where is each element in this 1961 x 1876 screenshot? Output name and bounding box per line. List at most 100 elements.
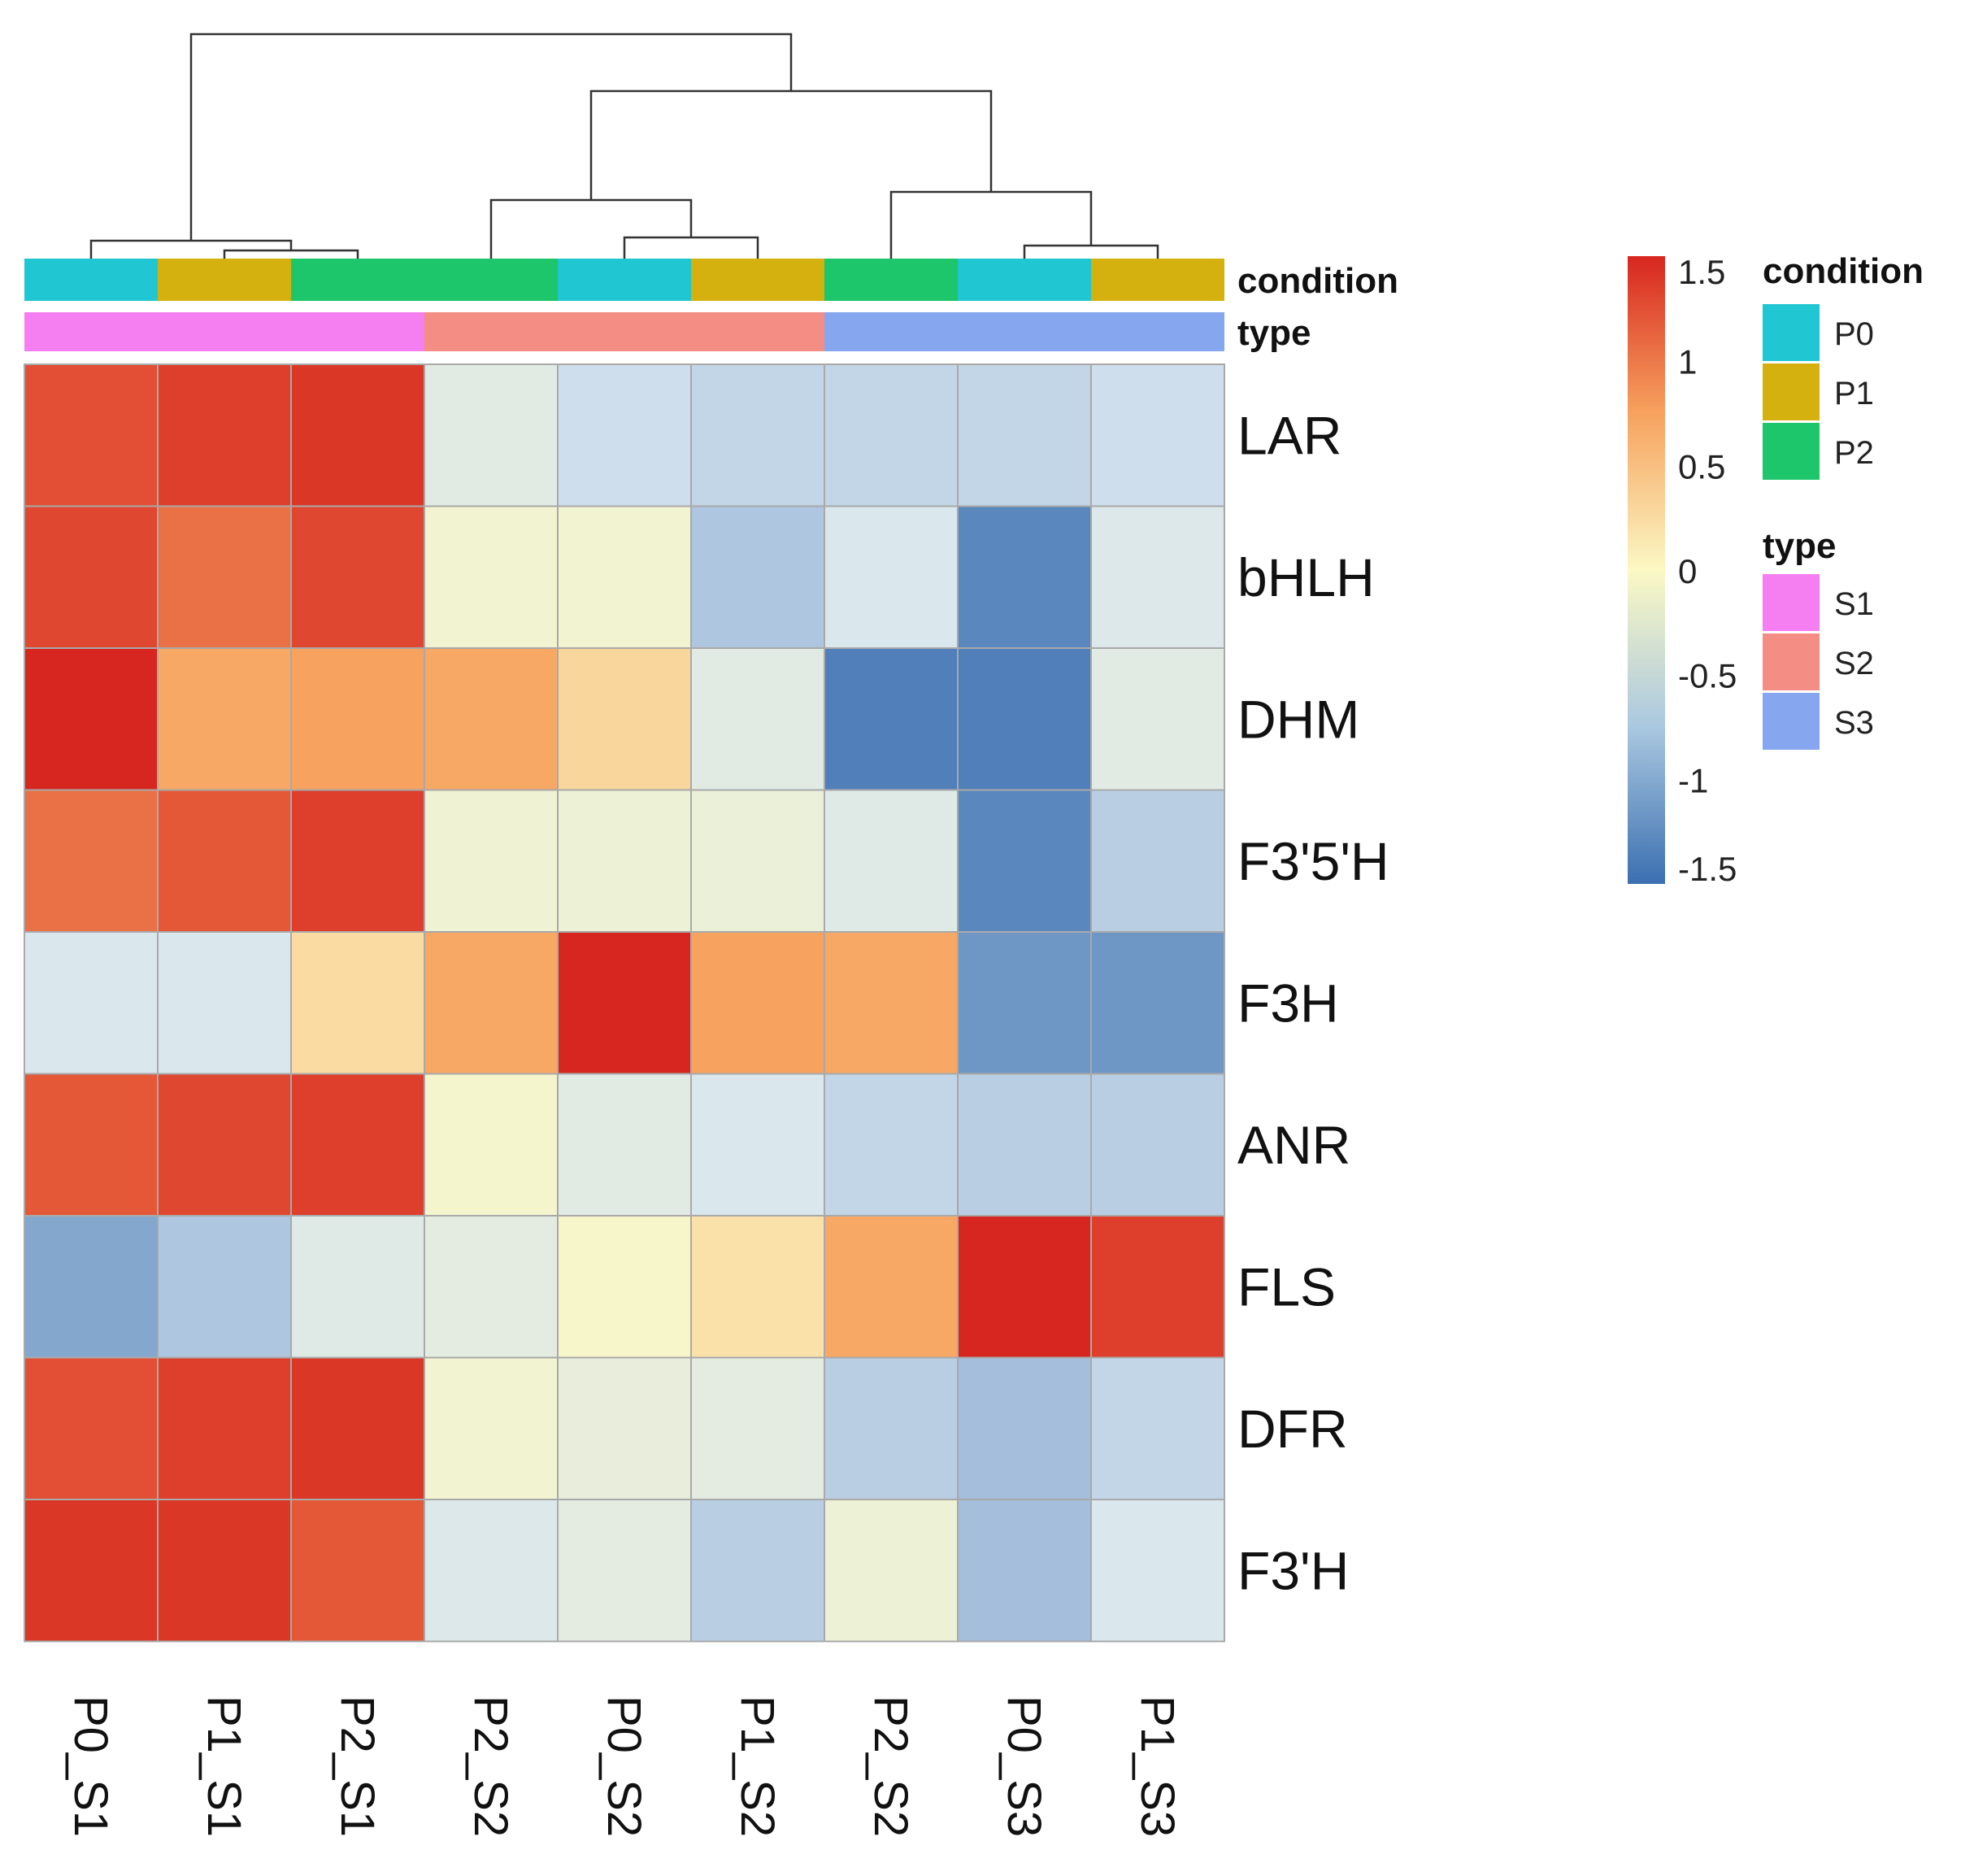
type-legend-swatch bbox=[1763, 633, 1820, 690]
column-label: P0_S2 bbox=[598, 1695, 650, 1837]
dendrogram-branch bbox=[1023, 244, 1159, 259]
heat-cell-7-6 bbox=[824, 1356, 959, 1500]
heat-cell-5-4 bbox=[557, 1073, 692, 1217]
color-scale-tick-label: -0.5 bbox=[1678, 657, 1737, 695]
condition-annotation-cell bbox=[824, 259, 958, 301]
heat-cell-0-8 bbox=[1090, 363, 1225, 507]
heat-cell-7-0 bbox=[24, 1356, 159, 1500]
heat-cell-5-1 bbox=[157, 1073, 292, 1217]
column-dendrogram bbox=[89, 33, 1159, 259]
heat-cell-2-4 bbox=[557, 647, 692, 791]
type-annotation-cell bbox=[558, 312, 691, 351]
condition-annotation-label: condition bbox=[1237, 261, 1398, 301]
heat-cell-6-1 bbox=[157, 1215, 292, 1359]
heat-cell-4-6 bbox=[824, 931, 959, 1075]
row-label: DHM bbox=[1237, 689, 1359, 749]
heat-cell-4-2 bbox=[290, 931, 425, 1075]
heat-cell-3-8 bbox=[1090, 789, 1225, 933]
heat-cell-0-5 bbox=[690, 363, 825, 507]
color-scale-tick-label: 0 bbox=[1678, 552, 1697, 590]
heat-cell-6-6 bbox=[824, 1215, 959, 1359]
heat-cell-1-8 bbox=[1090, 505, 1225, 649]
heat-cell-2-0 bbox=[24, 647, 159, 791]
heat-cell-3-5 bbox=[690, 789, 825, 933]
condition-legend-swatch bbox=[1763, 363, 1820, 420]
heat-cell-4-3 bbox=[424, 931, 559, 1075]
row-label: DFR bbox=[1237, 1399, 1348, 1459]
heat-cell-2-5 bbox=[690, 647, 825, 791]
type-legend-swatch bbox=[1763, 574, 1820, 631]
heat-cell-0-2 bbox=[290, 363, 425, 507]
heat-cell-7-2 bbox=[290, 1356, 425, 1500]
heat-cell-8-1 bbox=[157, 1499, 292, 1643]
heat-cell-8-6 bbox=[824, 1499, 959, 1643]
heat-cell-4-8 bbox=[1090, 931, 1225, 1075]
heat-cell-0-1 bbox=[157, 363, 292, 507]
column-label: P2_S2 bbox=[864, 1695, 917, 1837]
heat-cell-3-1 bbox=[157, 789, 292, 933]
heat-cell-8-8 bbox=[1090, 1499, 1225, 1643]
condition-legend-label: P0 bbox=[1834, 316, 1874, 352]
color-scale-tick-label: 1.5 bbox=[1678, 253, 1725, 291]
condition-legend-swatch bbox=[1763, 423, 1820, 480]
heat-cell-6-0 bbox=[24, 1215, 159, 1359]
row-label: bHLH bbox=[1237, 547, 1375, 607]
heat-cell-4-1 bbox=[157, 931, 292, 1075]
dendrogram-branch bbox=[623, 236, 759, 259]
type-legend-label: S2 bbox=[1834, 646, 1874, 681]
heat-cell-8-3 bbox=[424, 1499, 559, 1643]
column-label: P1_S2 bbox=[731, 1695, 784, 1837]
heat-cell-2-8 bbox=[1090, 647, 1225, 791]
heat-cell-4-4 bbox=[557, 931, 692, 1075]
category-legends: condition P0 P1 P2 type S1 S2 S3 bbox=[1763, 251, 1924, 750]
heat-cell-5-3 bbox=[424, 1073, 559, 1217]
column-labels: P0_S1 P1_S1 P2_S1 P2_S2 P0_S2 P1_S2 P2_S2 P0_S3… bbox=[64, 1695, 1184, 1837]
row-label: F3'H bbox=[1237, 1540, 1349, 1600]
heat-cell-5-7 bbox=[957, 1073, 1092, 1217]
type-legend-swatch bbox=[1763, 693, 1820, 750]
heat-cell-6-7 bbox=[957, 1215, 1092, 1359]
heat-cell-6-3 bbox=[424, 1215, 559, 1359]
condition-annotation-cell bbox=[424, 259, 558, 301]
heat-cell-6-8 bbox=[1090, 1215, 1225, 1359]
heat-cell-1-5 bbox=[690, 505, 825, 649]
type-legend-title: type bbox=[1763, 526, 1836, 566]
heat-cell-7-8 bbox=[1090, 1356, 1225, 1500]
heat-cell-8-0 bbox=[24, 1499, 159, 1643]
color-scale-tick-label: 0.5 bbox=[1678, 447, 1725, 485]
condition-annotation-cell bbox=[24, 259, 158, 301]
heat-cell-6-4 bbox=[557, 1215, 692, 1359]
heat-cell-2-1 bbox=[157, 647, 292, 791]
heat-cell-6-5 bbox=[690, 1215, 825, 1359]
heat-cell-2-6 bbox=[824, 647, 959, 791]
heat-cell-1-2 bbox=[290, 505, 425, 649]
type-annotation-cell bbox=[291, 312, 424, 351]
condition-annotation-cell bbox=[558, 259, 691, 301]
color-scale-bar bbox=[1628, 256, 1665, 884]
row-label: LAR bbox=[1237, 405, 1341, 465]
color-scale-tick-label: -1 bbox=[1678, 761, 1708, 799]
column-label: P0_S3 bbox=[998, 1695, 1050, 1837]
heat-cell-7-1 bbox=[157, 1356, 292, 1500]
row-label: F3'5'H bbox=[1237, 831, 1389, 891]
type-annotation-cell bbox=[24, 312, 158, 351]
heat-cell-8-4 bbox=[557, 1499, 692, 1643]
row-label: F3H bbox=[1237, 973, 1339, 1033]
dendrogram-branch bbox=[489, 198, 693, 259]
type-annotation-cell bbox=[824, 312, 958, 351]
heat-cell-3-2 bbox=[290, 789, 425, 933]
dendrogram-branch bbox=[189, 33, 793, 241]
column-label: P1_S3 bbox=[1131, 1695, 1184, 1837]
type-annotation-cell bbox=[958, 312, 1091, 351]
condition-annotation-cell bbox=[158, 259, 291, 301]
heat-cell-8-5 bbox=[690, 1499, 825, 1643]
column-label: P2_S1 bbox=[331, 1695, 384, 1837]
heat-cell-3-4 bbox=[557, 789, 692, 933]
heat-cell-7-3 bbox=[424, 1356, 559, 1500]
heat-cell-0-0 bbox=[24, 363, 159, 507]
heat-cell-5-2 bbox=[290, 1073, 425, 1217]
heat-cell-5-0 bbox=[24, 1073, 159, 1217]
type-annotation-cell bbox=[158, 312, 291, 351]
type-legend-label: S1 bbox=[1834, 586, 1874, 622]
